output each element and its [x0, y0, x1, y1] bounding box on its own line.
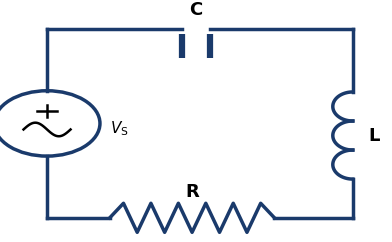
Text: L: L [368, 127, 380, 144]
Text: C: C [189, 1, 203, 19]
Text: R: R [185, 183, 199, 201]
Text: $V_\mathrm{S}$: $V_\mathrm{S}$ [110, 119, 129, 138]
